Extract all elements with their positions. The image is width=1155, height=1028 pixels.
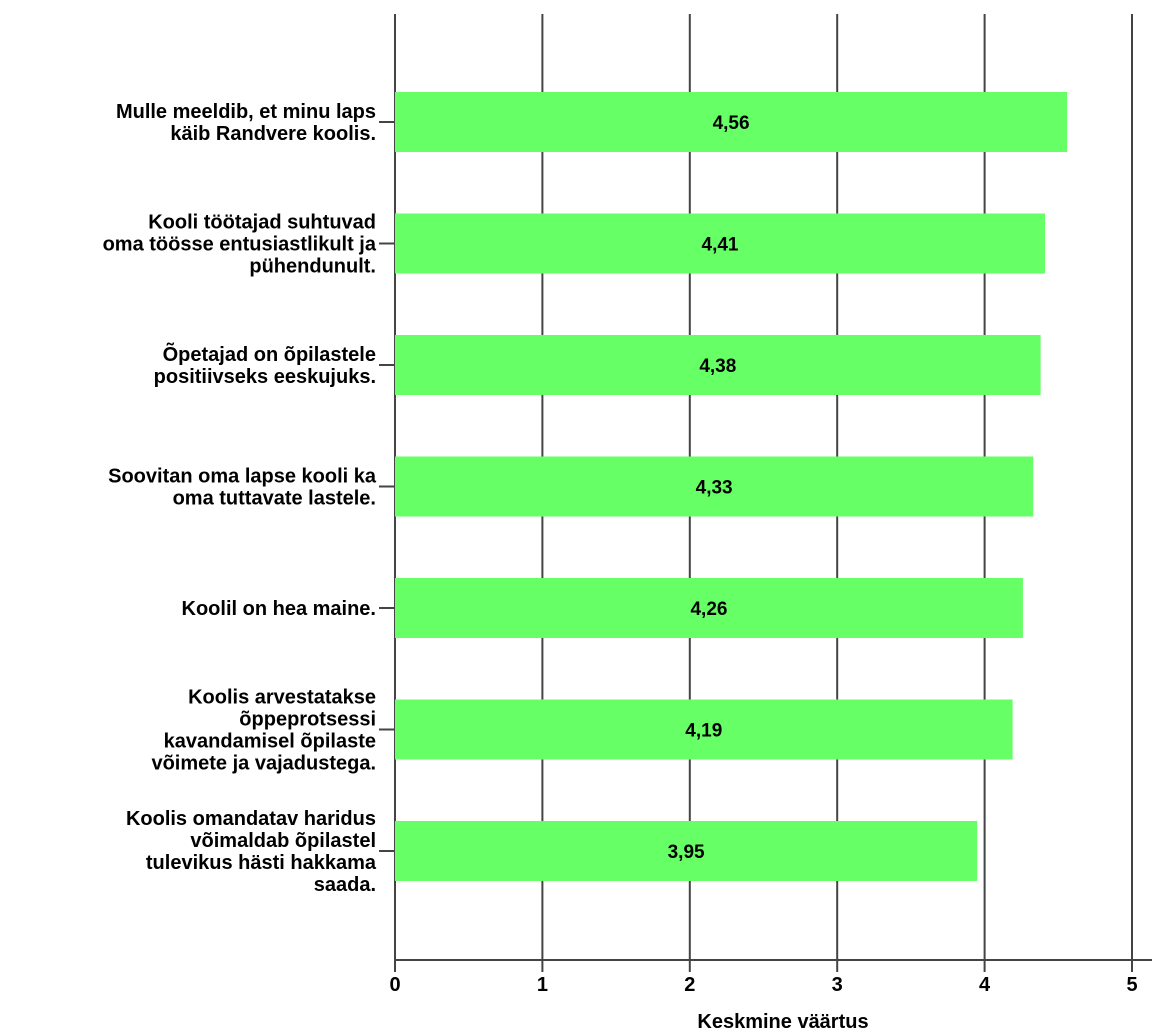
- category-label-line: Mulle meeldib, et minu laps: [116, 101, 376, 123]
- category-label-line: Soovitan oma lapse kooli ka: [108, 466, 377, 488]
- category-label-line: Koolis omandatav haridus: [126, 808, 376, 830]
- x-tick-label: 3: [832, 974, 843, 996]
- x-tick-label: 0: [389, 974, 400, 996]
- value-label: 3,95: [668, 842, 705, 863]
- category-label-line: positiivseks eeskujuks.: [154, 366, 376, 388]
- category-label-line: Koolis arvestatakse: [188, 687, 376, 709]
- category-label: Koolis omandatav haridus võimaldab õpilas…: [126, 808, 377, 896]
- category-label-line: võimaldab õpilastel: [190, 830, 376, 852]
- category-label-line: oma tuttavate lastele.: [173, 488, 376, 510]
- category-label-line: õppeprotsessi: [239, 709, 376, 731]
- value-label: 4,56: [713, 113, 750, 134]
- category-label-line: oma töösse entusiastlikult ja: [103, 234, 377, 256]
- category-label-line: käib Randvere koolis.: [170, 123, 376, 145]
- bar: [395, 92, 1068, 152]
- x-tick-label: 2: [684, 974, 695, 996]
- bar: [395, 699, 1013, 760]
- bar: [395, 456, 1034, 517]
- category-label-line: kavandamisel õpilaste: [164, 731, 376, 753]
- x-tick-label: 5: [1126, 974, 1137, 996]
- x-tick-label: 1: [537, 974, 548, 996]
- category-label: Koolis arvestatakse õppeprotsessi kavandam…: [151, 687, 376, 775]
- value-label: 4,26: [690, 599, 727, 620]
- category-label: Õpetajad on õpilastele positiivseks eesku…: [154, 342, 376, 388]
- x-axis-title: Keskmine väärtus: [697, 1011, 868, 1028]
- category-label-line: võimete ja vajadustega.: [151, 753, 376, 775]
- category-label-line: Õpetajad on õpilastele: [163, 342, 376, 366]
- category-label-line: pühendunult.: [249, 256, 376, 278]
- category-label: Kooli töötajad suhtuvad oma töösse entusi…: [103, 212, 377, 278]
- category-label-line: Kooli töötajad suhtuvad: [148, 212, 376, 234]
- category-label: Mulle meeldib, et minu laps käib Randvere…: [116, 101, 376, 145]
- bar: [395, 335, 1041, 395]
- category-label-line: Koolil on hea maine.: [182, 598, 376, 620]
- bars: 4,56 4,41 4,38 4,33 4,26 4,19 3,95: [395, 92, 1068, 881]
- category-label-line: tulevikus hästi hakkama: [146, 852, 377, 874]
- bar: [395, 578, 1023, 638]
- bar: [395, 213, 1046, 274]
- value-label: 4,41: [702, 235, 739, 256]
- x-tick-label: 4: [979, 974, 991, 996]
- value-label: 4,33: [696, 478, 733, 499]
- category-label: Soovitan oma lapse kooli ka oma tuttavate…: [108, 466, 377, 510]
- category-labels: Mulle meeldib, et minu laps käib Randvere…: [103, 101, 395, 896]
- value-label: 4,38: [699, 356, 736, 377]
- category-label-line: saada.: [314, 874, 376, 896]
- category-label: Koolil on hea maine.: [182, 598, 376, 620]
- bar: [395, 821, 978, 881]
- x-axis: 0 1 2 3 4 5: [389, 959, 1152, 996]
- value-label: 4,19: [685, 721, 722, 742]
